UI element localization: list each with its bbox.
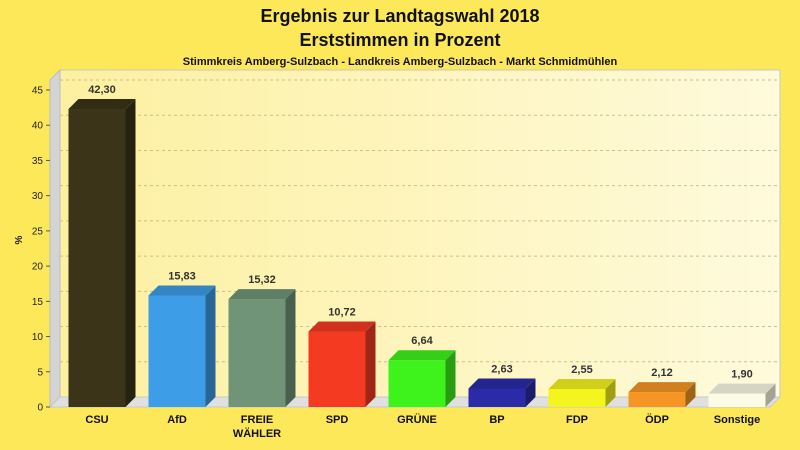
y-tick-label: 10 xyxy=(32,332,44,343)
bar-top xyxy=(148,285,216,296)
y-axis-label: % xyxy=(14,235,25,244)
bar-top xyxy=(388,350,456,361)
y-tick-label: 0 xyxy=(37,403,43,414)
x-axis-labels: CSU AfD FREIE WÄHLER SPD GRÜNE BP FDP ÖDP Sonstig… xyxy=(85,413,760,440)
x-category-label: GRÜNE xyxy=(397,413,437,426)
bar: 6,64 xyxy=(388,335,456,407)
y-tick-label: 15 xyxy=(32,297,44,308)
bar-top xyxy=(548,379,616,390)
y-tick-label: 25 xyxy=(32,226,44,237)
chart-title-line2: Erststimmen in Prozent xyxy=(299,30,500,50)
bar-value-label: 42,30 xyxy=(88,84,116,96)
bar-top xyxy=(228,289,296,300)
x-category-label: CSU xyxy=(85,414,108,426)
bar-value-label: 6,64 xyxy=(411,335,433,347)
bar-front xyxy=(388,360,446,407)
bar-front xyxy=(468,388,526,407)
bar: 15,83 xyxy=(148,270,216,407)
chart-subtitle: Stimmkreis Amberg-Sulzbach - Landkreis A… xyxy=(183,56,618,68)
bar: 2,55 xyxy=(548,364,616,407)
x-category-label: Sonstige xyxy=(714,414,760,426)
chart-title: Ergebnis zur Landtagswahl 2018 xyxy=(260,6,539,26)
bar-side xyxy=(445,350,456,407)
bar-front xyxy=(628,392,686,407)
bar-value-label: 15,83 xyxy=(168,270,196,282)
y-tick-label: 45 xyxy=(32,86,44,97)
bar-top xyxy=(628,382,696,393)
bar: 10,72 xyxy=(308,306,376,407)
bar-front xyxy=(68,109,126,408)
bars: 42,30 15,83 15,32 10,72 6,64 2,63 2,55 2,12 1,90 xyxy=(68,84,776,408)
bar-side xyxy=(525,378,536,407)
bar-top xyxy=(468,378,536,389)
bar-side xyxy=(365,321,376,407)
bar-front xyxy=(548,389,606,407)
bar-value-label: 15,32 xyxy=(248,274,276,286)
bar-top xyxy=(708,383,776,394)
bar-value-label: 2,63 xyxy=(491,363,512,375)
bar-top xyxy=(308,321,376,332)
y-tick-label: 40 xyxy=(32,121,44,132)
bar-front xyxy=(228,299,286,407)
plot-left-wall xyxy=(49,68,61,409)
bar: 2,63 xyxy=(468,363,536,407)
x-category-label: SPD xyxy=(326,414,349,426)
bar-side xyxy=(685,382,696,407)
bar-front xyxy=(148,295,206,407)
bar-value-label: 2,55 xyxy=(571,364,592,376)
bar-side xyxy=(205,285,216,407)
y-tick-label: 5 xyxy=(37,367,43,378)
x-category-label: ÖDP xyxy=(645,413,669,426)
x-category-label: FDP xyxy=(566,414,588,426)
x-category-label: FREIE WÄHLER xyxy=(233,414,281,440)
bar-value-label: 10,72 xyxy=(328,306,356,318)
bar-front xyxy=(708,393,766,407)
bar-front xyxy=(308,331,366,407)
bar-side xyxy=(125,99,136,408)
y-axis-ticks: 0 5 10 15 20 25 30 35 40 45 xyxy=(32,86,50,414)
y-tick-label: 20 xyxy=(32,262,44,273)
x-category-label: AfD xyxy=(167,414,187,426)
bar-value-label: 1,90 xyxy=(731,369,752,381)
bar-value-label: 2,12 xyxy=(651,367,672,379)
bar: 1,90 xyxy=(708,369,776,407)
bar-side xyxy=(605,379,616,407)
y-tick-label: 35 xyxy=(32,156,44,167)
y-tick-label: 30 xyxy=(32,191,44,202)
bar-top xyxy=(68,99,136,110)
x-category-label: BP xyxy=(489,414,504,426)
bar-side xyxy=(765,383,776,407)
bar-side xyxy=(285,289,296,407)
bar: 42,30 xyxy=(68,84,136,408)
bar: 15,32 xyxy=(228,274,296,407)
bar: 2,12 xyxy=(628,367,696,407)
